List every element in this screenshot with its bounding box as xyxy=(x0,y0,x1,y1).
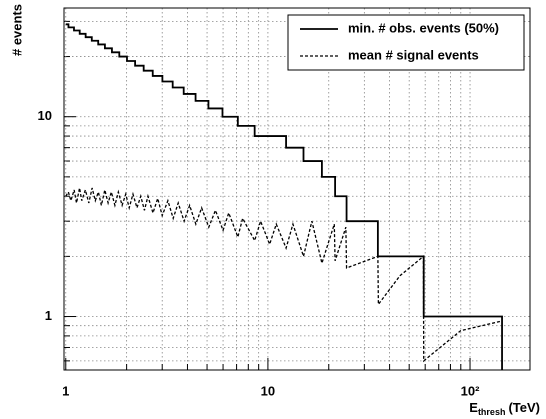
x-label-sub: thresh xyxy=(478,407,506,417)
x-label-main: E xyxy=(469,400,478,415)
y-axis-label: # events xyxy=(9,4,24,56)
legend-label: mean # signal events xyxy=(348,47,479,62)
plot-frame xyxy=(63,7,531,371)
legend-box xyxy=(287,14,525,71)
legend-label: min. # obs. events (50%) xyxy=(348,20,499,35)
x-tick-label: 1 xyxy=(62,383,69,398)
x-axis-label: Ethresh (TeV) xyxy=(469,400,540,417)
series-line xyxy=(65,23,503,370)
x-tick-label: 10² xyxy=(461,383,480,398)
y-tick-label: 10 xyxy=(38,108,52,123)
y-tick-label: 1 xyxy=(45,308,52,323)
x-tick-label: 10 xyxy=(261,383,275,398)
series-line xyxy=(65,187,503,363)
x-label-unit: (TeV) xyxy=(508,400,540,415)
